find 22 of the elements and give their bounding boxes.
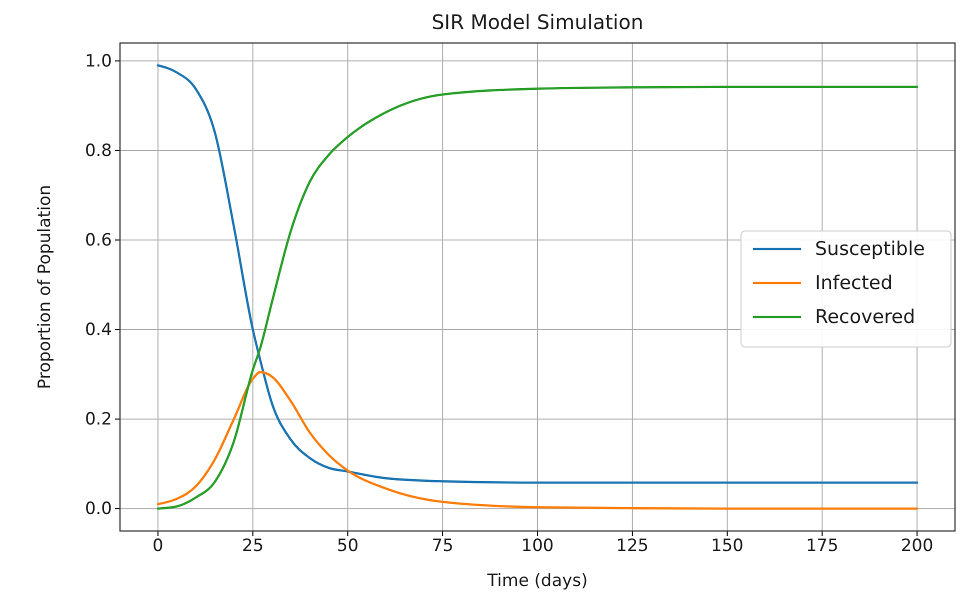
y-tick-label: 0.8 (84, 140, 112, 161)
x-tick-label: 0 (152, 536, 164, 556)
x-tick-label: 75 (432, 536, 454, 556)
legend-label: Infected (815, 272, 893, 294)
chart-title: SIR Model Simulation (432, 10, 644, 34)
x-tick-label: 50 (336, 536, 359, 556)
y-tick-label: 0.6 (84, 230, 112, 250)
legend-label: Susceptible (815, 238, 925, 260)
line-series (156, 370, 918, 510)
x-tick-label: 200 (900, 536, 934, 556)
x-tick-label: 175 (806, 536, 838, 556)
x-tick-label: 100 (521, 536, 554, 556)
y-tick-label: 0.0 (84, 499, 112, 520)
x-tick-label: 25 (242, 536, 264, 556)
y-axis-title: Proportion of Population (35, 184, 55, 390)
x-axis-title: Time (days) (486, 571, 588, 591)
y-tick-label: 0.4 (84, 320, 112, 340)
y-tick-label: 1.0 (84, 51, 112, 72)
x-tick-label: 125 (616, 536, 649, 556)
y-tick-label: 0.2 (84, 410, 112, 430)
x-tick-label: 150 (711, 536, 744, 556)
legend-label: Recovered (815, 306, 916, 328)
